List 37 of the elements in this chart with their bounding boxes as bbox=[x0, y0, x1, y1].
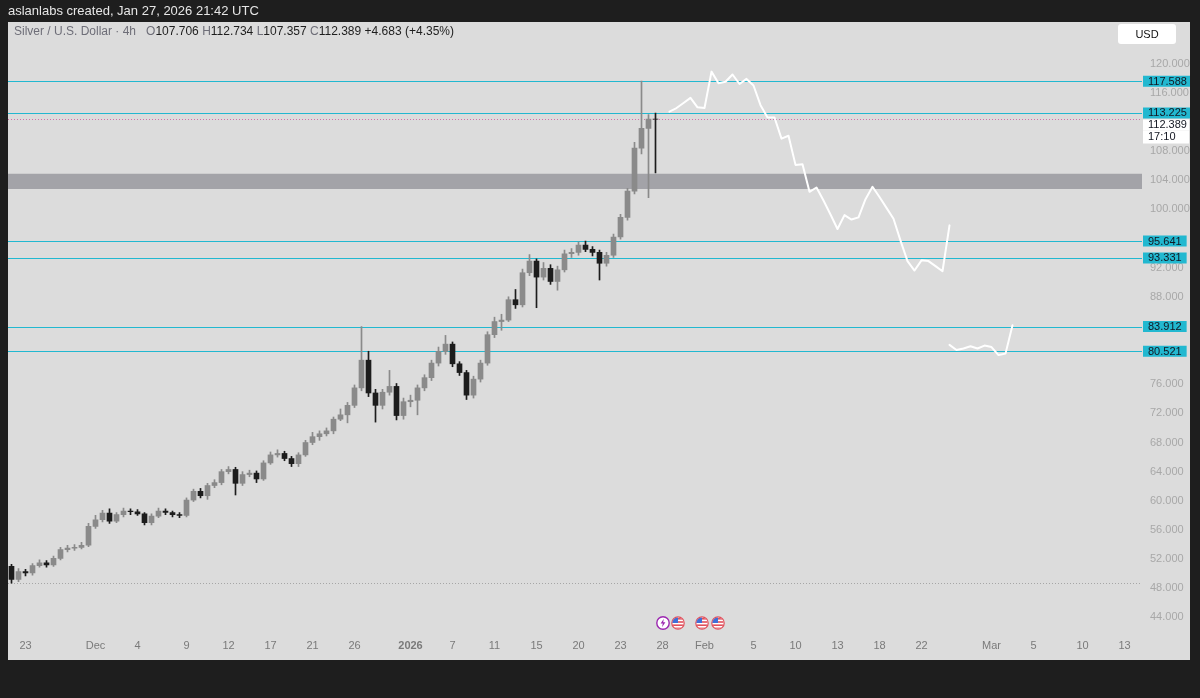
x-tick-label: 10 bbox=[1076, 639, 1089, 652]
chart-title: Silver / U.S. Dollar · 4h bbox=[14, 24, 137, 38]
x-tick-label: 17 bbox=[264, 639, 277, 652]
x-tick-label: 22 bbox=[915, 639, 928, 652]
x-tick-label: 7 bbox=[449, 639, 456, 652]
text: O107.706 H112.734 L107.357 C112.389 +4.683 (+4.35%) bbox=[146, 24, 454, 38]
y-axis-title: USD bbox=[1118, 24, 1176, 44]
x-tick-label: 15 bbox=[530, 639, 543, 652]
ref-line-label: 93.331 bbox=[1148, 251, 1182, 264]
x-tick-label: 26 bbox=[348, 639, 361, 652]
x-tick-label: 5 bbox=[1030, 639, 1037, 652]
x-tick-label: 5 bbox=[750, 639, 757, 652]
x-tick-label: 18 bbox=[873, 639, 886, 652]
ref-line-label: 95.641 bbox=[1148, 234, 1182, 247]
x-tick-label: 10 bbox=[789, 639, 802, 652]
x-tick-label: 4 bbox=[134, 639, 141, 652]
ref-line-label: 112.389 bbox=[1148, 118, 1187, 131]
x-tick-label: Dec bbox=[85, 639, 106, 652]
ref-line-label: 117.588 bbox=[1148, 74, 1187, 87]
x-tick-label: 9 bbox=[183, 639, 190, 652]
x-tick-label: 11 bbox=[488, 639, 501, 652]
x-tick-label: 21 bbox=[306, 639, 319, 652]
text: 17:10 bbox=[1148, 130, 1176, 143]
x-tick-label: 13 bbox=[831, 639, 844, 652]
x-tick-label: 23 bbox=[19, 639, 32, 652]
x-tick-label: 20 bbox=[572, 639, 585, 652]
ref-line-label: 113.225 bbox=[1148, 106, 1187, 119]
x-tick-label: Feb bbox=[695, 639, 714, 652]
x-tick-label: 12 bbox=[222, 639, 235, 652]
x-tick-label: 13 bbox=[1118, 639, 1131, 652]
ref-line-label: 83.912 bbox=[1148, 320, 1182, 333]
x-tick-label: 2026 bbox=[398, 639, 423, 652]
x-tick-label: 28 bbox=[656, 639, 669, 652]
text: aslanlabs created, Jan 27, 2026 21:42 UTC bbox=[8, 3, 259, 18]
x-tick-label: Mar bbox=[982, 639, 1002, 652]
x-tick-label: 23 bbox=[614, 639, 627, 652]
ref-line-label: 80.521 bbox=[1148, 344, 1182, 357]
